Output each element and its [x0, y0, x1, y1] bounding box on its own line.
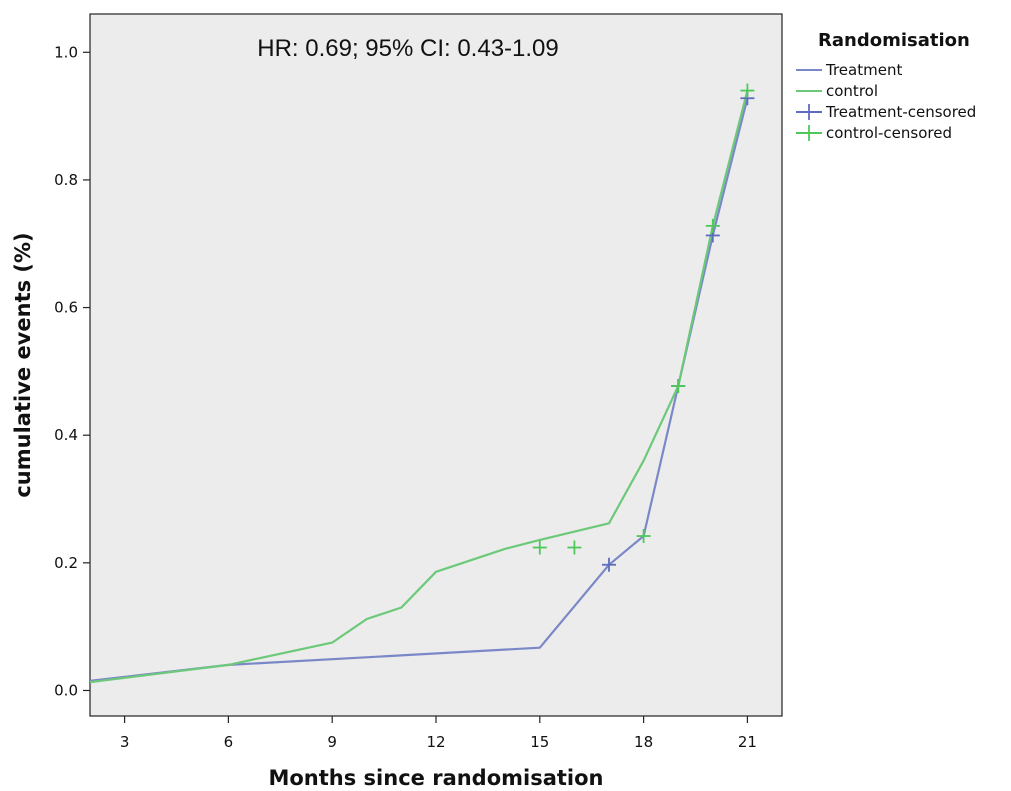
- censor-marks: [532, 83, 755, 572]
- x-tick-label: 3: [120, 733, 130, 751]
- legend-item-treatment: Treatment: [796, 61, 902, 79]
- x-tick-label: 9: [327, 733, 337, 751]
- x-tick-label: 12: [426, 733, 445, 751]
- censor-mark-treatment-censored: [602, 557, 616, 572]
- legend-label: Treatment-censored: [825, 103, 976, 121]
- x-axis-title: Months since randomisation: [268, 766, 603, 790]
- x-tick-label: 21: [738, 733, 757, 751]
- y-tick-label: 0.0: [54, 681, 78, 699]
- censor-mark-control-censored: [740, 83, 755, 98]
- hr-annotation: HR: 0.69; 95% CI: 0.43-1.09: [257, 35, 559, 62]
- legend-label: Treatment: [825, 61, 902, 79]
- y-tick-label: 1.0: [54, 43, 78, 61]
- x-axis: 3 6 9 12 15 18 21: [120, 716, 757, 751]
- legend-title: Randomisation: [818, 30, 970, 51]
- censor-mark-control-censored: [636, 529, 651, 544]
- legend-item-treatment-censored: Treatment-censored: [796, 103, 976, 121]
- y-tick-label: 0.8: [54, 171, 78, 189]
- legend-item-control: control: [796, 82, 878, 100]
- censor-mark-control-censored: [532, 540, 547, 555]
- legend-items: Treatment control Treatment-censored contro…: [796, 61, 976, 142]
- y-tick-label: 0.2: [54, 554, 78, 572]
- series-line-treatment: [89, 97, 749, 682]
- censor-mark-control-censored: [671, 379, 686, 394]
- y-tick-label: 0.4: [54, 426, 78, 444]
- y-tick-label: 0.6: [54, 299, 78, 317]
- censor-mark-control-censored: [705, 218, 720, 233]
- legend-label: control-censored: [826, 124, 952, 142]
- plot-area: [89, 13, 783, 717]
- x-tick-label: 15: [530, 733, 549, 751]
- censor-mark-control-censored: [567, 540, 582, 555]
- legend-label: control: [826, 82, 878, 100]
- x-tick-label: 6: [224, 733, 234, 751]
- x-tick-label: 18: [634, 733, 653, 751]
- legend: Randomisation Treatment control Treatment-…: [796, 30, 976, 142]
- y-axis: 0.0 0.2 0.4 0.6 0.8 1.0: [54, 43, 90, 699]
- legend-item-control-censored: control-censored: [796, 124, 952, 142]
- y-axis-title: cumulative events (%): [11, 232, 35, 497]
